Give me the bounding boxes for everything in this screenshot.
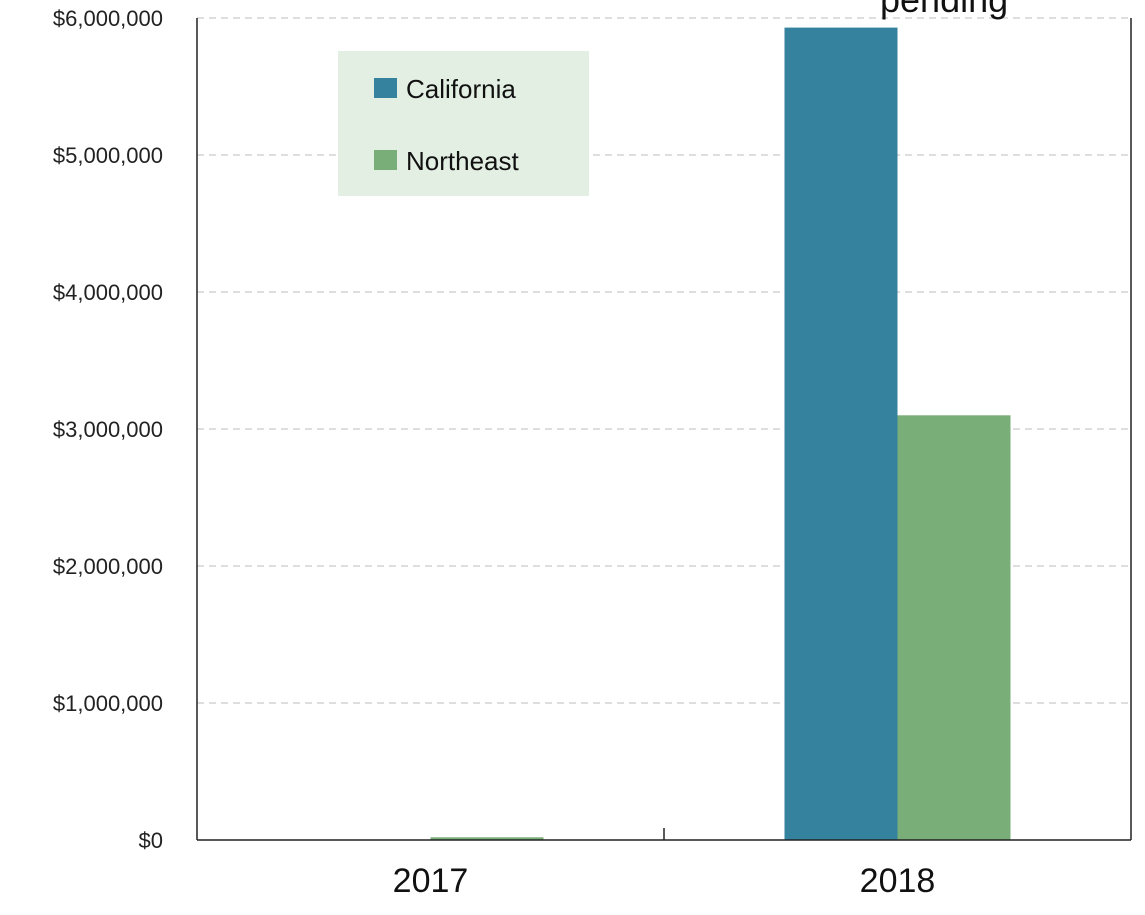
y-tick-label: $2,000,000 [53, 554, 163, 579]
legend-background [338, 51, 589, 196]
bars [430, 27, 1011, 840]
y-tick-label: $4,000,000 [53, 280, 163, 305]
bar-california-2018 [784, 27, 898, 840]
x-category-label: 2018 [860, 862, 936, 900]
legend-label-california: California [406, 74, 516, 104]
bar-northeast-2018 [897, 415, 1011, 840]
legend-swatch-california [374, 78, 397, 98]
legend-label-northeast: Northeast [406, 146, 519, 176]
y-axis-ticks: $0 $1,000,000 $2,000,000 $3,000,000 $4,000,0… [53, 6, 163, 853]
x-category-label: 2017 [393, 862, 469, 900]
bar-northeast-2017 [430, 837, 544, 840]
chart-title-fragment: pending [880, 0, 1008, 20]
y-tick-label: $6,000,000 [53, 6, 163, 31]
y-tick-label: $0 [139, 828, 163, 853]
y-tick-label: $3,000,000 [53, 417, 163, 442]
legend: California Northeast [338, 51, 589, 196]
legend-swatch-northeast [374, 150, 397, 170]
x-axis-categories: 2017 2018 [393, 862, 936, 900]
y-tick-label: $1,000,000 [53, 691, 163, 716]
y-tick-label: $5,000,000 [53, 143, 163, 168]
